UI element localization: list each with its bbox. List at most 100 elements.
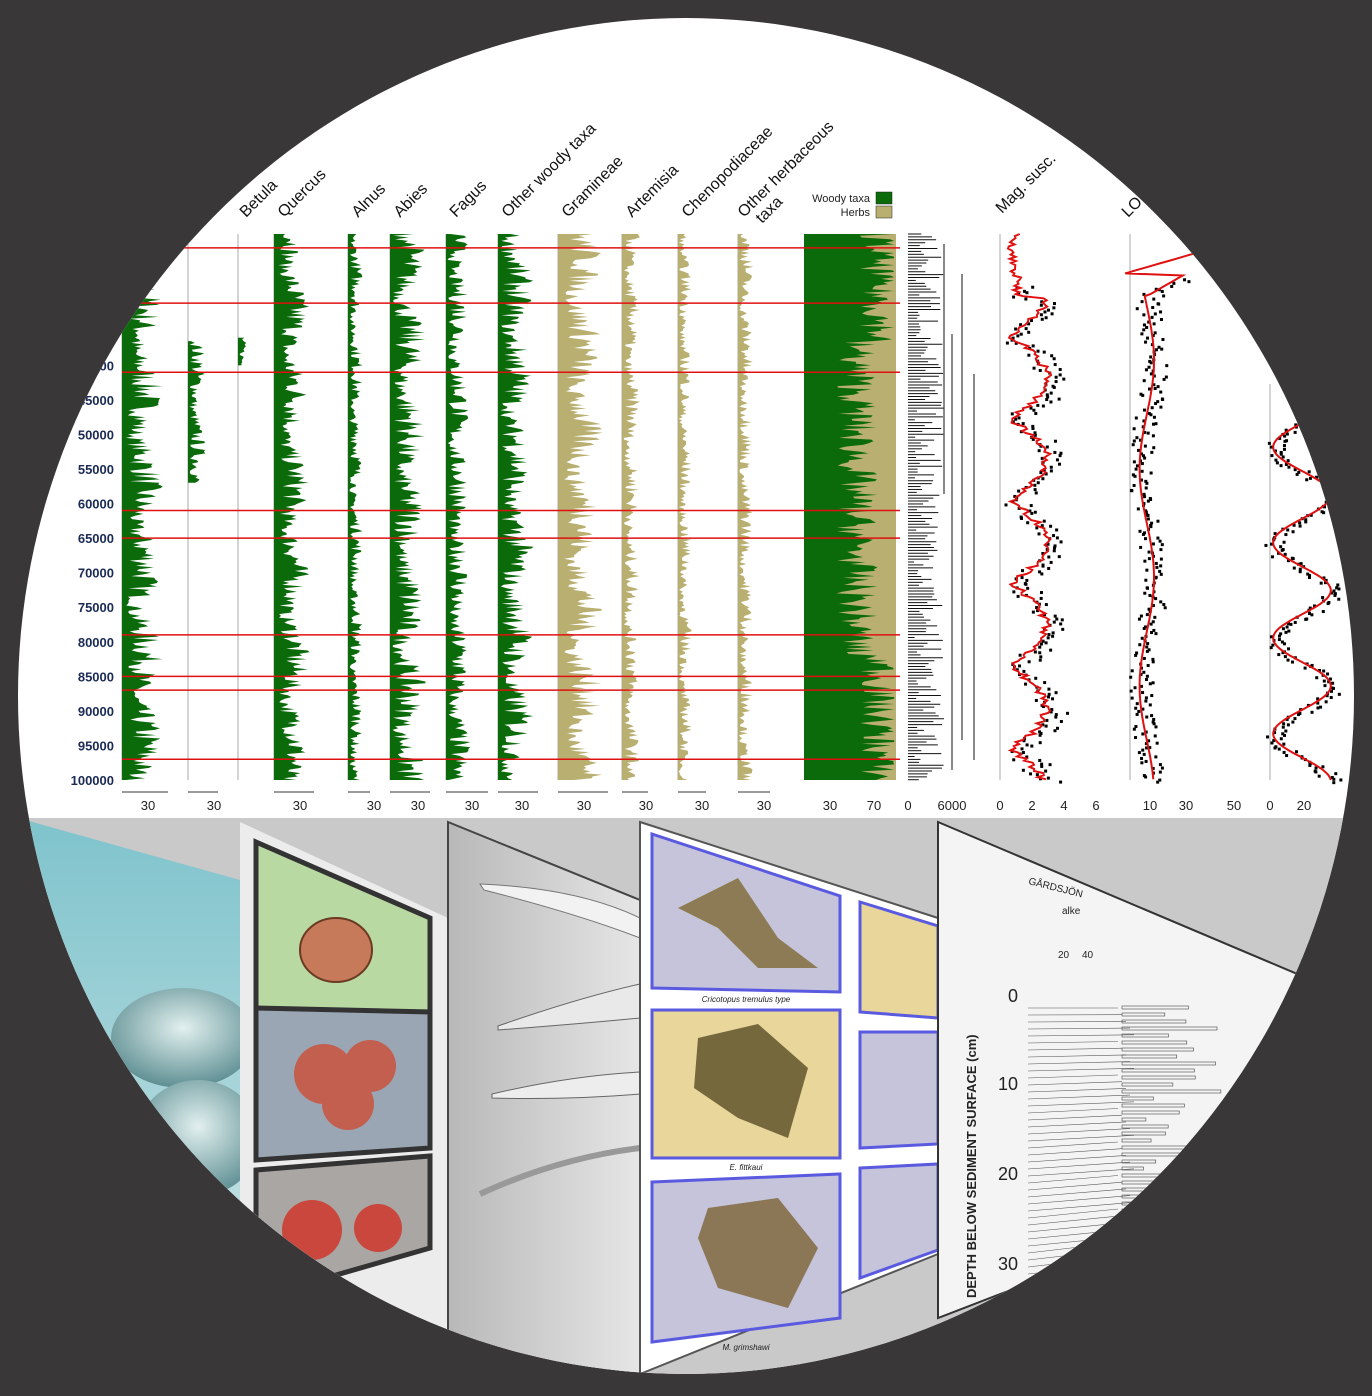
- mag-point: [1054, 380, 1058, 384]
- last-point: [1294, 423, 1298, 427]
- last-point: [1319, 705, 1323, 709]
- mag-point: [1045, 445, 1049, 449]
- sheet-line: [1027, 1161, 1131, 1170]
- pollen-curve-quercus: [274, 234, 310, 780]
- y-tick-label: 65000: [78, 531, 114, 546]
- mag-point: [1046, 308, 1050, 312]
- loi-point: [1142, 656, 1146, 660]
- last-point: [1291, 720, 1295, 724]
- last-point: [1277, 634, 1281, 638]
- last-point: [1306, 572, 1310, 576]
- loi-point: [1142, 328, 1146, 332]
- sheet-line: [1027, 1128, 1131, 1135]
- last-point: [1316, 706, 1320, 710]
- loi-point: [1149, 355, 1153, 359]
- x-tick-label: 10: [1143, 798, 1157, 813]
- last-point: [1314, 421, 1318, 425]
- loi-point: [1141, 425, 1145, 429]
- sheet-line: [1027, 1242, 1119, 1254]
- loi-point: [1152, 374, 1156, 378]
- last-point: [1283, 552, 1287, 556]
- x-tick-label: 30: [367, 798, 381, 813]
- last-point: [1314, 766, 1318, 770]
- last-point: [1270, 555, 1274, 559]
- last-point: [1285, 432, 1289, 436]
- mag-point: [1052, 357, 1056, 361]
- loi-point: [1148, 593, 1152, 597]
- mag-point: [1050, 354, 1054, 358]
- sheet-line: [1027, 1094, 1131, 1100]
- sheet-bar: [1121, 1138, 1152, 1143]
- last-point: [1322, 679, 1326, 683]
- loi-point: [1162, 294, 1166, 298]
- sheet-bar: [1121, 1264, 1163, 1269]
- sheet-line: [1027, 1101, 1135, 1107]
- loi-point: [1134, 653, 1138, 657]
- loi-point: [1150, 450, 1154, 454]
- last-point: [1307, 575, 1311, 579]
- loi-point: [1160, 543, 1164, 547]
- loi-point: [1159, 572, 1163, 576]
- sheet-bar: [1121, 1257, 1164, 1262]
- mag-point: [1040, 300, 1044, 304]
- loi-point: [1143, 559, 1147, 563]
- loi-point: [1153, 331, 1157, 335]
- loi-point: [1158, 778, 1162, 782]
- photo-frame: [253, 1153, 433, 1302]
- sheet-tick-40: 40: [1082, 950, 1094, 961]
- last-point: [1285, 439, 1289, 443]
- last-point: [1287, 629, 1291, 633]
- last-point: [1273, 449, 1277, 453]
- mag-point: [1047, 555, 1051, 559]
- x-tick-label: 30: [757, 798, 771, 813]
- loi-point: [1137, 751, 1141, 755]
- last-point: [1315, 676, 1319, 680]
- loi-point: [1140, 469, 1144, 473]
- loi-point: [1148, 682, 1152, 686]
- last-point: [1283, 434, 1287, 438]
- loi-point: [1141, 454, 1145, 458]
- loi-point: [1134, 416, 1138, 420]
- mag-point: [1053, 544, 1057, 548]
- y-tick-label: 40000: [78, 358, 114, 373]
- legend-woody-swatch: [875, 191, 893, 205]
- loi-point: [1150, 694, 1154, 698]
- mag-point: [1030, 511, 1034, 515]
- loi-point: [1144, 742, 1148, 746]
- head-capsule: [698, 1198, 818, 1308]
- mag-point: [1014, 341, 1018, 345]
- loi-point: [1159, 390, 1163, 394]
- last-point: [1284, 462, 1288, 466]
- last-point: [1321, 596, 1325, 600]
- last-point: [1283, 655, 1287, 659]
- last-point: [1330, 775, 1334, 779]
- loi-point: [1144, 677, 1148, 681]
- last-panel: [1264, 384, 1343, 785]
- last-point: [1282, 447, 1286, 451]
- x-tick-label: 4: [1060, 798, 1067, 813]
- last-point: [1303, 666, 1307, 670]
- loi-point: [1138, 438, 1142, 442]
- mag-point: [1027, 330, 1031, 334]
- loi-point: [1149, 413, 1153, 417]
- caption-1: Cricotopus tremulus type: [702, 995, 791, 1004]
- loi-point: [1154, 401, 1158, 405]
- loi-point: [1142, 379, 1146, 383]
- last-point: [1266, 735, 1270, 739]
- loi-point: [1152, 446, 1156, 450]
- loi-point: [1152, 415, 1156, 419]
- last-point: [1318, 668, 1322, 672]
- loi-point: [1153, 387, 1157, 391]
- mag-point: [1015, 668, 1019, 672]
- legend: Woody taxa Herbs: [812, 191, 893, 219]
- head-capsule: [694, 1024, 808, 1138]
- mag-point: [1038, 741, 1042, 745]
- sheet-line: [1027, 1121, 1127, 1128]
- mag-point: [1033, 650, 1037, 654]
- mag-point: [1020, 576, 1024, 580]
- pollen-curve-other-woody-taxa: [498, 234, 534, 780]
- sheet-bar: [1121, 1026, 1218, 1031]
- x-tick-label: 2: [1028, 798, 1035, 813]
- mag-point: [1044, 603, 1048, 607]
- mag-point: [1031, 426, 1035, 430]
